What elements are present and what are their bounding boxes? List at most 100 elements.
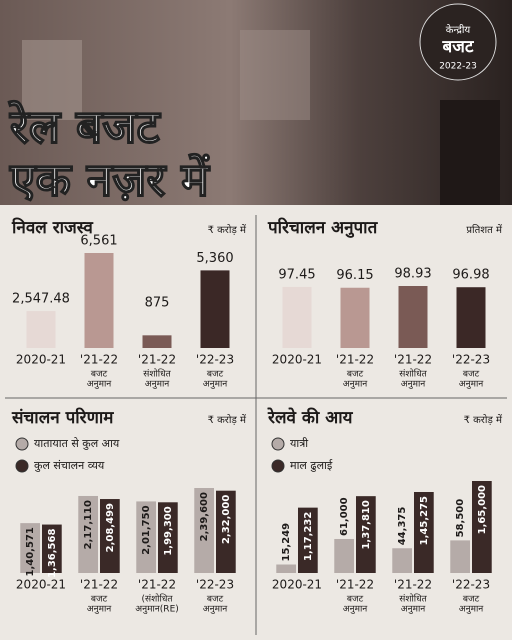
unit-label: ₹ करोड़ में: [208, 224, 247, 236]
unit-label: प्रतिशत में: [466, 224, 503, 236]
value-label: 2,01,750: [141, 505, 152, 554]
x-tick-label: संशोधित: [399, 593, 427, 605]
value-label: 1,36,568: [47, 529, 58, 578]
value-label: 1,17,232: [303, 512, 314, 561]
x-tick-label: बजट: [207, 595, 224, 605]
bar: [26, 311, 56, 348]
legend-label: यातायात से कुल आय: [34, 437, 120, 450]
value-label: 1,99,300: [163, 506, 174, 555]
x-tick-label: बजट: [347, 595, 364, 605]
x-tick-label: '21-22: [80, 353, 118, 367]
x-tick-label: '22-23: [452, 578, 490, 592]
x-tick-label: अनुमान: [203, 605, 229, 615]
value-label: 97.45: [278, 267, 315, 282]
x-tick-label: अनुमान: [459, 605, 485, 615]
badge-text: 2022-23: [439, 62, 477, 72]
value-label: 96.15: [336, 268, 373, 283]
legend-marker: [15, 459, 29, 473]
bar: [136, 501, 156, 573]
chart-title: संचालन परिणाम: [11, 407, 114, 428]
x-tick-label: '21-22: [80, 578, 118, 592]
value-label: 44,375: [397, 507, 408, 546]
x-tick-label: अनुमान: [145, 380, 171, 390]
x-tick-label: अनुमान: [87, 380, 113, 390]
x-tick-label: '22-23: [196, 353, 234, 367]
bar: [194, 488, 214, 573]
value-label: 15,249: [281, 523, 292, 562]
value-label: 1,65,000: [477, 485, 488, 534]
bar: [414, 491, 434, 573]
x-tick-label: '21-22: [138, 578, 176, 592]
value-label: 2,547.48: [12, 292, 70, 307]
bar: [20, 523, 40, 573]
x-tick-label: बजट: [207, 370, 224, 380]
value-label: 61,000: [339, 497, 350, 536]
chart-title: रेलवे की आय: [267, 407, 354, 428]
unit-label: ₹ करोड़ में: [208, 414, 247, 426]
chart-title: परिचालन अनुपात: [267, 217, 379, 238]
x-tick-label: अनुमान: [343, 380, 369, 390]
unit-label: ₹ करोड़ में: [464, 414, 503, 426]
legend-marker: [271, 459, 285, 473]
header-title: एक नज़र में: [9, 153, 210, 207]
x-tick-label: बजट: [463, 370, 480, 380]
bar: [158, 502, 178, 573]
x-tick-label: अनुमान(RE): [135, 605, 179, 615]
bar: [456, 287, 486, 348]
x-tick-label: '21-22: [336, 578, 374, 592]
bar: [472, 481, 492, 573]
value-label: 1,37,810: [361, 500, 372, 549]
bar: [142, 335, 172, 348]
x-tick-label: 2020-21: [272, 353, 322, 367]
x-tick-label: 2020-21: [272, 578, 322, 592]
x-tick-label: बजट: [91, 595, 108, 605]
bar: [282, 286, 312, 348]
x-tick-label: '21-22: [138, 353, 176, 367]
bar: [84, 253, 114, 348]
legend-label: कुल संचालन व्यय: [34, 459, 105, 472]
value-label: 875: [145, 296, 170, 311]
value-label: 1,45,275: [419, 496, 430, 545]
header-title: रेल बजट: [7, 100, 161, 154]
chart-title: निवल राजस्व: [11, 217, 94, 238]
x-tick-label: '22-23: [196, 578, 234, 592]
x-tick-label: अनुमान: [87, 605, 113, 615]
door: [440, 100, 500, 205]
value-label: 2,17,110: [83, 500, 94, 549]
bar: [200, 270, 230, 348]
bar: [356, 496, 376, 573]
bar: [78, 495, 98, 573]
window: [22, 40, 82, 120]
x-tick-label: (संशोधित: [141, 593, 173, 605]
x-tick-label: अनुमान: [401, 380, 427, 390]
badge-text: केन्द्रीय: [446, 24, 471, 36]
x-tick-label: '21-22: [394, 353, 432, 367]
x-tick-label: बजट: [463, 595, 480, 605]
x-tick-label: 2020-21: [16, 578, 66, 592]
legend-label: यात्री: [290, 437, 308, 450]
x-tick-label: बजट: [347, 370, 364, 380]
legend-label: माल ढुलाई: [290, 459, 333, 472]
bar: [398, 286, 428, 348]
value-label: 58,500: [455, 499, 466, 538]
x-tick-label: अनुमान: [459, 380, 485, 390]
bar: [216, 490, 236, 573]
legend-marker: [15, 437, 29, 451]
bar: [298, 507, 318, 573]
x-tick-label: बजट: [91, 370, 108, 380]
bar: [450, 540, 470, 573]
legend-marker: [271, 437, 285, 451]
value-label: 96.98: [452, 268, 489, 283]
bar: [100, 499, 120, 573]
value-label: 2,08,499: [105, 503, 116, 552]
value-label: 1,40,571: [25, 527, 36, 576]
bar: [340, 287, 370, 348]
x-tick-label: अनुमान: [343, 605, 369, 615]
bar: [334, 538, 354, 573]
bar: [42, 524, 62, 573]
x-tick-label: संशोधित: [143, 368, 171, 380]
badge: [419, 3, 497, 81]
value-label: 2,39,600: [199, 492, 210, 541]
